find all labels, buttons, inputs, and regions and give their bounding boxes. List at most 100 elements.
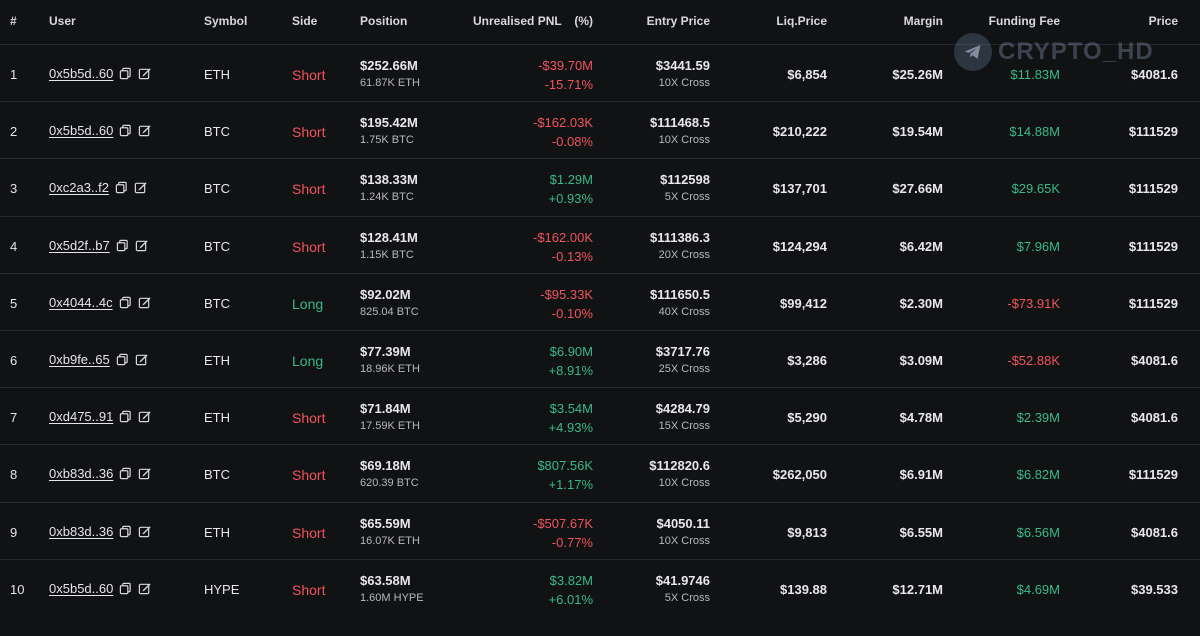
table-row: 2 0x5b5d..60 BTC Short $195.42M 1.75K BT… [0, 101, 1200, 158]
pnl-cell: -$162.03K -0.08% [533, 115, 593, 149]
position-value: $195.42M [360, 115, 418, 131]
header-user[interactable]: User [49, 14, 76, 28]
table-row: 10 0x5b5d..60 HYPE Short $63.58M 1.60M H… [0, 558, 1200, 616]
position-value: $71.84M [360, 401, 411, 417]
entry-price: $111650.5 [649, 286, 710, 302]
entry-price: $112820.6 [649, 458, 710, 474]
copy-icon[interactable] [119, 525, 132, 538]
row-index: 4 [10, 238, 18, 254]
entry-cell: $111386.3 20X Cross [650, 230, 710, 261]
side-label: Long [292, 352, 324, 369]
user-cell: 0xc2a3..f2 [49, 180, 147, 195]
header-symbol[interactable]: Symbol [204, 14, 248, 28]
header-position[interactable]: Position [360, 14, 408, 28]
liq-price: $3,286 [787, 352, 827, 368]
copy-icon[interactable] [119, 124, 132, 137]
leverage: 10X Cross [658, 134, 710, 147]
edit-icon[interactable] [138, 296, 151, 309]
position-cell: $71.84M 17.59K ETH [360, 401, 420, 432]
position-value: $138.33M [360, 172, 418, 188]
user-address-link[interactable]: 0xc2a3..f2 [49, 180, 109, 196]
edit-icon[interactable] [134, 181, 147, 194]
mark-price: $39.533 [1131, 581, 1178, 597]
pnl-percent: +0.93% [548, 191, 593, 207]
mark-price: $4081.6 [1131, 410, 1178, 426]
copy-icon[interactable] [116, 239, 129, 252]
mark-price: $111529 [1128, 181, 1178, 197]
position-value: $128.41M [360, 229, 418, 245]
edit-icon[interactable] [135, 239, 148, 252]
margin: $25.26M [892, 67, 943, 82]
unrealised-pnl: -$95.33K [540, 286, 593, 302]
pnl-percent: +4.93% [548, 420, 593, 436]
user-address-link[interactable]: 0x4044..4c [49, 294, 113, 310]
funding-fee: $6.82M [1016, 467, 1060, 483]
header-margin[interactable]: Margin [903, 14, 943, 28]
user-cell: 0x5b5d..60 [49, 123, 151, 138]
side-label: Short [292, 524, 326, 541]
leverage: 5X Cross [664, 591, 710, 604]
symbol: ETH [204, 524, 230, 540]
header-unrealised-pnl[interactable]: Unrealised PNL [473, 14, 562, 28]
user-address-link[interactable]: 0xd475..91 [49, 409, 114, 425]
unrealised-pnl: $6.90M [549, 343, 593, 359]
edit-icon[interactable] [138, 525, 151, 538]
entry-price: $112598 [660, 172, 710, 188]
edit-icon[interactable] [138, 410, 151, 423]
leverage: 10X Cross [658, 534, 710, 547]
copy-icon[interactable] [119, 410, 132, 423]
copy-icon[interactable] [119, 67, 132, 80]
leverage: 40X Cross [658, 305, 710, 318]
table-row: 3 0xc2a3..f2 BTC Short $138.33M 1.24K BT… [0, 158, 1200, 215]
user-address-link[interactable]: 0x5b5d..60 [49, 66, 114, 81]
header-side[interactable]: Side [292, 14, 318, 28]
header-entry-price[interactable]: Entry Price [646, 14, 710, 28]
pnl-cell: -$39.70M -15.71% [538, 58, 593, 92]
margin: $2.30M [899, 295, 943, 311]
copy-icon[interactable] [116, 353, 129, 366]
entry-cell: $112598 5X Cross [660, 172, 710, 203]
table-row: 7 0xd475..91 ETH Short $71.84M 17.59K ET… [0, 387, 1200, 444]
leverage: 25X Cross [658, 362, 710, 375]
header-pnl-percent[interactable]: (%) [574, 14, 593, 28]
margin: $27.66M [892, 181, 943, 197]
table-row: 9 0xb83d..36 ETH Short $65.59M 16.07K ET… [0, 501, 1200, 559]
symbol: HYPE [204, 581, 240, 597]
liq-price: $124,294 [772, 238, 827, 254]
header-price[interactable]: Price [1148, 14, 1178, 28]
header-funding-fee[interactable]: Funding Fee [988, 14, 1060, 28]
side-label: Short [292, 67, 326, 83]
copy-icon[interactable] [119, 467, 132, 480]
user-address-link[interactable]: 0xb9fe..65 [49, 351, 110, 367]
user-address-link[interactable]: 0xb83d..36 [49, 523, 114, 539]
header-liq-price[interactable]: Liq.Price [776, 14, 827, 28]
liq-price: $99,412 [780, 295, 827, 311]
user-address-link[interactable]: 0xb83d..36 [49, 466, 114, 482]
funding-fee: $2.39M [1016, 410, 1060, 426]
user-address-link[interactable]: 0x5b5d..60 [49, 123, 114, 139]
user-cell: 0x5b5d..60 [49, 581, 151, 596]
margin: $19.54M [892, 124, 943, 140]
user-address-link[interactable]: 0x5d2f..b7 [49, 237, 110, 253]
pnl-cell: -$95.33K -0.10% [540, 287, 593, 321]
funding-fee: -$52.88K [1007, 352, 1060, 368]
user-cell: 0x5d2f..b7 [49, 238, 148, 253]
edit-icon[interactable] [138, 124, 151, 137]
unrealised-pnl: $3.82M [549, 572, 593, 588]
edit-icon[interactable] [138, 467, 151, 480]
copy-icon[interactable] [119, 296, 132, 309]
margin: $12.71M [892, 581, 943, 597]
position-cell: $63.58M 1.60M HYPE [360, 573, 424, 604]
edit-icon[interactable] [138, 582, 151, 595]
edit-icon[interactable] [135, 353, 148, 366]
copy-icon[interactable] [115, 181, 128, 194]
liq-price: $210,222 [772, 124, 827, 140]
edit-icon[interactable] [138, 67, 151, 80]
margin: $4.78M [899, 410, 943, 426]
pnl-percent: +6.01% [548, 591, 593, 607]
copy-icon[interactable] [119, 582, 132, 595]
pnl-percent: +1.17% [548, 477, 593, 493]
user-cell: 0xb83d..36 [49, 466, 151, 481]
user-address-link[interactable]: 0x5b5d..60 [49, 580, 114, 596]
position-cell: $138.33M 1.24K BTC [360, 172, 418, 203]
